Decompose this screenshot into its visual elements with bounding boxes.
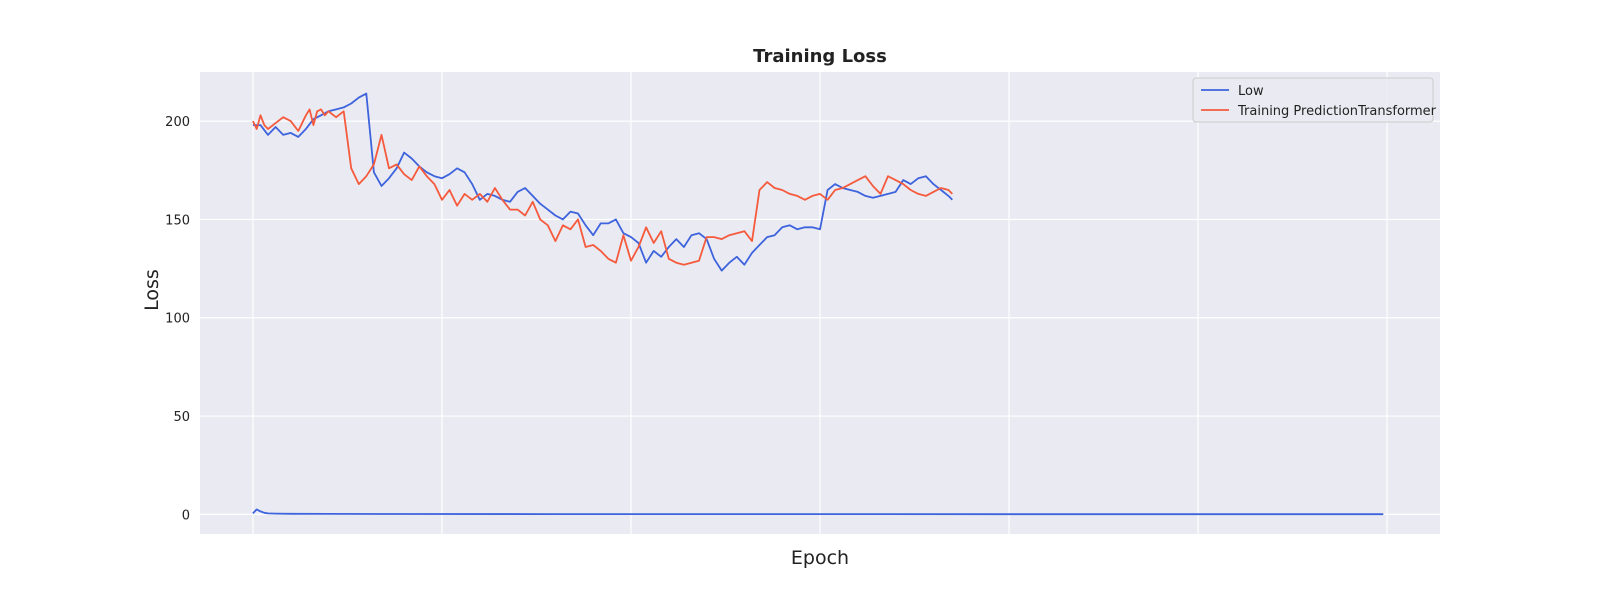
x-axis-label: Epoch xyxy=(791,547,849,569)
legend-label-training-prediction-transformer: Training PredictionTransformer xyxy=(1237,104,1437,119)
legend-box xyxy=(1192,77,1434,123)
y-tick-label: 200 xyxy=(165,115,190,130)
series-line-low-segment-0 xyxy=(252,92,953,272)
series-line-low-segment-1 xyxy=(252,508,1384,516)
chart-title: Training Loss xyxy=(753,46,887,67)
series-lines xyxy=(252,92,1384,516)
y-tick-label: 150 xyxy=(165,213,190,228)
y-axis-ticks: 0 50 100 150 200 xyxy=(165,115,190,523)
y-tick-label: 0 xyxy=(182,508,190,523)
y-tick-label: 50 xyxy=(173,410,190,425)
y-axis-label: Loss xyxy=(141,269,163,311)
y-tick-label: 100 xyxy=(165,312,190,327)
legend: Low Training PredictionTransformer xyxy=(1192,77,1437,123)
legend-label-low: Low xyxy=(1238,84,1264,99)
series-line-training-prediction-transformer-segment-0 xyxy=(252,108,953,266)
